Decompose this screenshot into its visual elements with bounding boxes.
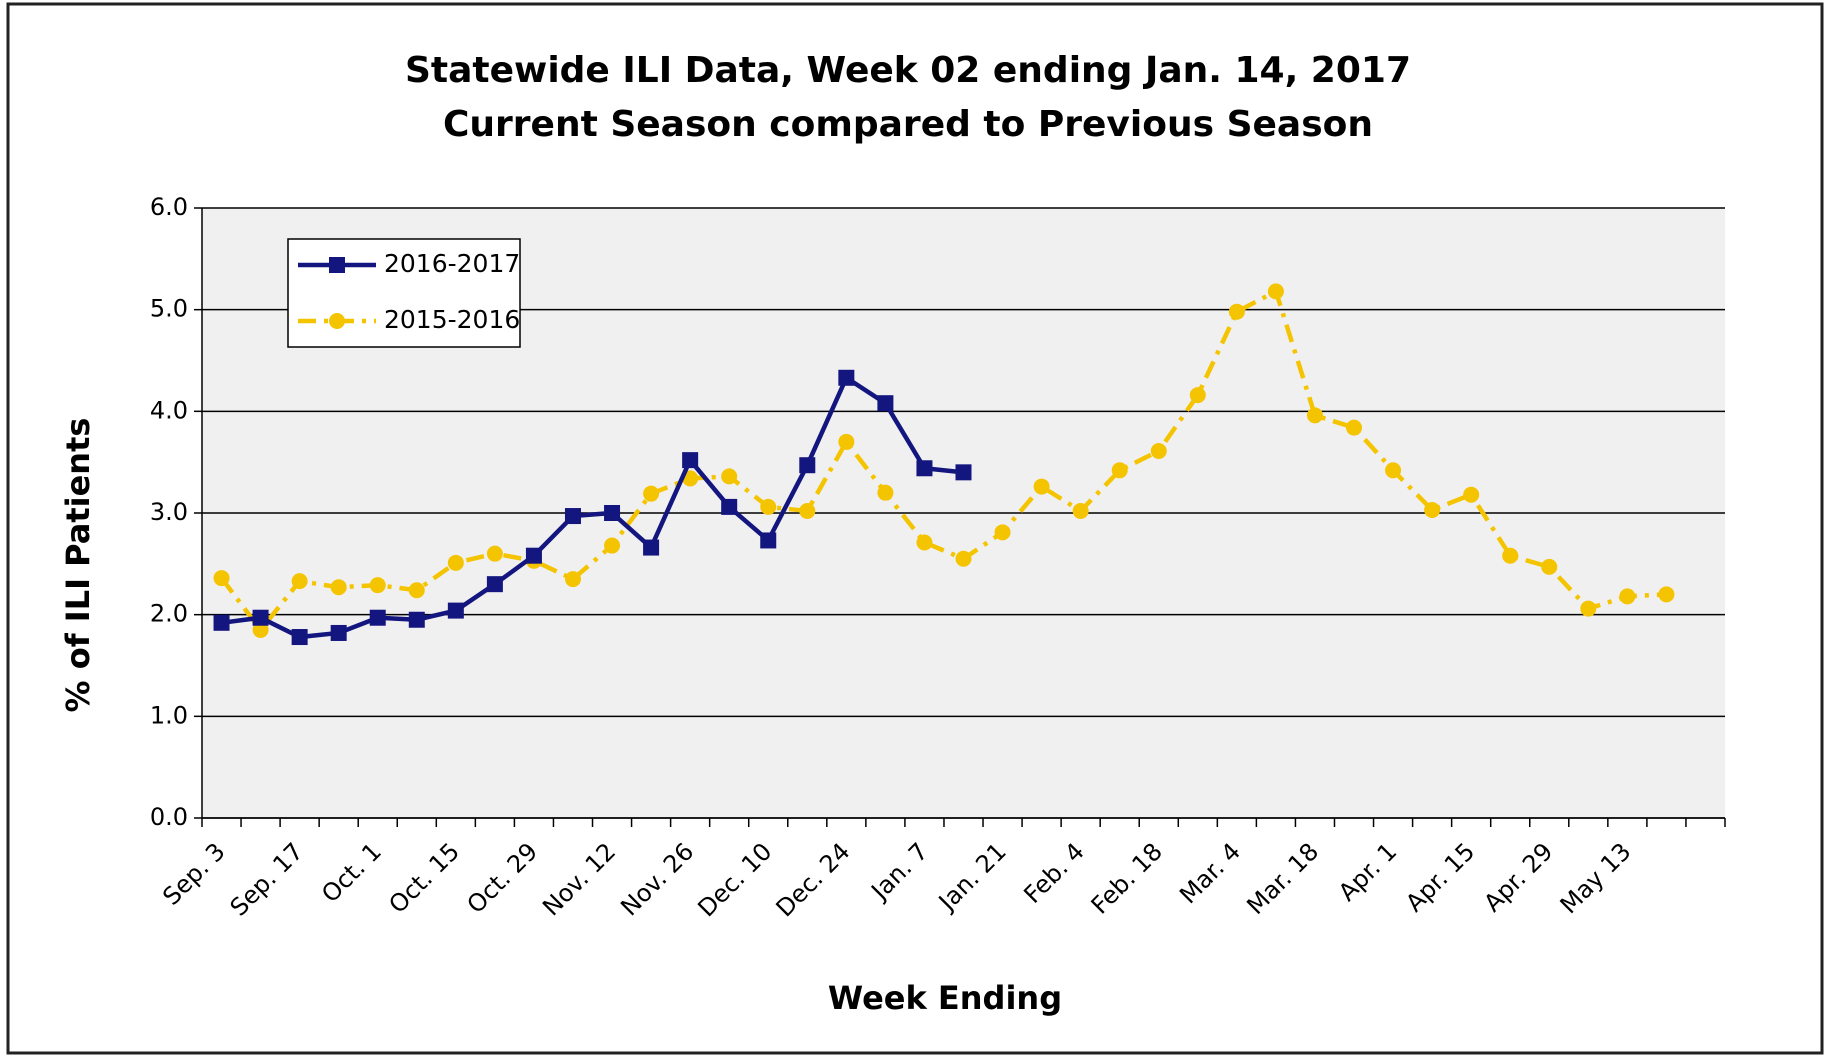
data-point bbox=[213, 570, 230, 587]
x-axis-label: Week Ending bbox=[828, 979, 1062, 1017]
chart-subtitle: Current Season compared to Previous Seas… bbox=[443, 104, 1373, 145]
data-point bbox=[408, 582, 425, 599]
data-point bbox=[252, 621, 269, 638]
data-point bbox=[955, 550, 972, 567]
data-point bbox=[682, 452, 699, 469]
data-point bbox=[564, 571, 581, 588]
data-point bbox=[799, 457, 816, 474]
data-point bbox=[721, 498, 738, 515]
data-point bbox=[1658, 586, 1675, 603]
data-point bbox=[1502, 547, 1519, 564]
y-tick-label: 0.0 bbox=[150, 803, 188, 831]
data-point bbox=[916, 534, 933, 551]
data-point bbox=[1580, 600, 1597, 617]
data-point bbox=[838, 369, 855, 386]
data-point bbox=[1228, 303, 1245, 320]
data-point bbox=[447, 602, 464, 619]
data-point bbox=[1385, 462, 1402, 479]
data-point bbox=[1541, 558, 1558, 575]
data-point bbox=[525, 547, 542, 564]
data-point bbox=[369, 609, 386, 626]
y-tick-label: 5.0 bbox=[150, 295, 188, 323]
y-tick-label: 2.0 bbox=[150, 600, 188, 628]
y-tick-label: 6.0 bbox=[150, 193, 188, 221]
data-point bbox=[486, 545, 503, 562]
series-line bbox=[219, 288, 1667, 634]
data-point bbox=[1150, 442, 1167, 459]
data-point bbox=[330, 624, 347, 641]
data-point bbox=[1306, 407, 1323, 424]
legend-marker bbox=[329, 313, 345, 329]
data-point bbox=[447, 554, 464, 571]
data-point bbox=[369, 577, 386, 594]
data-point bbox=[1072, 502, 1089, 519]
data-point bbox=[1346, 419, 1363, 436]
legend-label: 2016-2017 bbox=[384, 249, 520, 278]
data-point bbox=[1463, 486, 1480, 503]
legend-label: 2015-2016 bbox=[384, 305, 520, 334]
data-point bbox=[604, 505, 621, 521]
data-point bbox=[799, 502, 816, 519]
data-point bbox=[877, 395, 894, 412]
data-point bbox=[291, 573, 308, 590]
data-point bbox=[1033, 478, 1050, 495]
data-point bbox=[213, 614, 230, 631]
data-point bbox=[486, 576, 503, 593]
legend-marker bbox=[329, 257, 345, 273]
data-point bbox=[838, 433, 855, 450]
data-point bbox=[877, 484, 894, 501]
data-point bbox=[408, 611, 425, 628]
legend-box bbox=[287, 238, 521, 348]
data-point bbox=[291, 629, 308, 646]
data-point bbox=[721, 468, 738, 485]
data-point bbox=[1189, 387, 1206, 404]
data-point bbox=[994, 524, 1011, 541]
data-point bbox=[330, 579, 347, 596]
data-point bbox=[643, 485, 660, 502]
data-point bbox=[1111, 462, 1128, 479]
data-point bbox=[564, 508, 581, 525]
y-tick-label: 4.0 bbox=[150, 396, 188, 424]
data-point bbox=[916, 460, 933, 477]
data-point bbox=[1267, 283, 1284, 300]
data-point bbox=[1424, 501, 1441, 518]
y-tick-label: 1.0 bbox=[150, 701, 188, 729]
data-point bbox=[604, 537, 621, 554]
data-point bbox=[955, 464, 972, 481]
data-point bbox=[760, 498, 777, 515]
data-point bbox=[760, 532, 777, 549]
chart-title: Statewide ILI Data, Week 02 ending Jan. … bbox=[405, 50, 1411, 91]
y-tick-label: 3.0 bbox=[150, 498, 188, 526]
data-point bbox=[252, 609, 269, 626]
y-axis-label: % of ILI Patients bbox=[59, 418, 97, 713]
data-point bbox=[1619, 588, 1636, 605]
data-point bbox=[643, 539, 660, 556]
